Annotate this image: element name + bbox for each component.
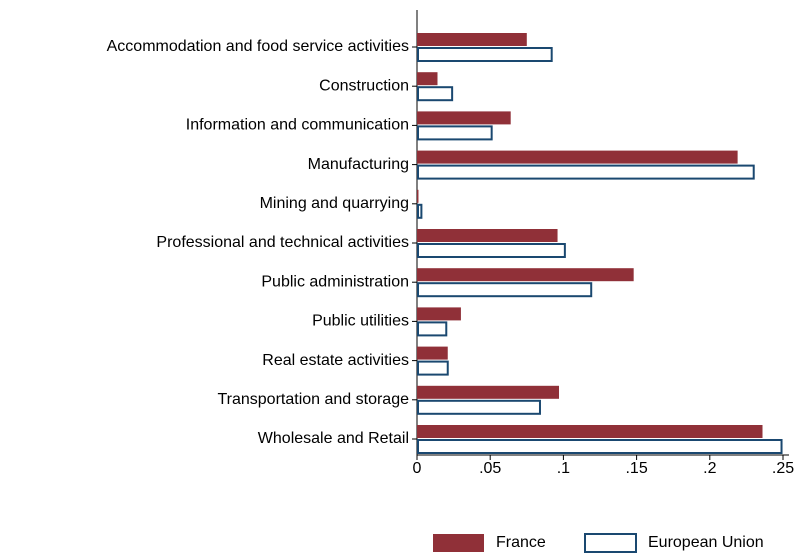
x-tick-label: .05: [479, 460, 501, 477]
bar: [417, 229, 558, 242]
bar: [417, 164, 755, 180]
x-tick-label: .15: [625, 460, 647, 477]
bar: [417, 385, 560, 399]
bar: [417, 189, 419, 203]
y-tick-label: Wholesale and Retail: [258, 430, 409, 447]
y-tick-label: Information and communication: [186, 117, 409, 134]
bar: [417, 86, 454, 102]
x-tick-label: .1: [557, 460, 570, 477]
bar: [417, 33, 527, 46]
y-tick-label: Mining and quarrying: [260, 195, 409, 212]
y-tick-label: Public utilities: [312, 313, 409, 330]
y-tick-label: Transportation and storage: [217, 391, 409, 408]
bar: [417, 268, 634, 282]
bar: [417, 243, 566, 258]
legend-swatch: [584, 533, 637, 553]
y-tick-label: Professional and technical activities: [156, 234, 409, 251]
y-tick-label: Public administration: [261, 273, 409, 290]
y-tick-label: Construction: [319, 77, 409, 94]
x-tick-label: 0: [413, 460, 422, 477]
bar: [417, 111, 511, 125]
bar: [417, 47, 553, 62]
bar: [417, 203, 423, 219]
y-tick-label: Real estate activities: [262, 352, 409, 369]
legend-label: European Union: [648, 534, 764, 551]
x-tick-label: .2: [703, 460, 716, 477]
bar: [417, 399, 541, 415]
bar: [417, 72, 438, 86]
y-tick-label: Accommodation and food service activitie…: [107, 38, 409, 55]
bar: [417, 307, 461, 321]
y-tick-label: Manufacturing: [308, 156, 409, 173]
bar: [417, 425, 763, 438]
x-tick-label: .25: [772, 460, 794, 477]
bar: [417, 346, 448, 360]
bar: [417, 439, 783, 454]
bar: [417, 125, 493, 141]
bar: [417, 360, 449, 376]
bar: [417, 321, 448, 337]
legend-label: France: [496, 534, 546, 551]
bar: [417, 150, 738, 164]
legend-swatch: [433, 534, 484, 552]
bar: [417, 282, 593, 298]
